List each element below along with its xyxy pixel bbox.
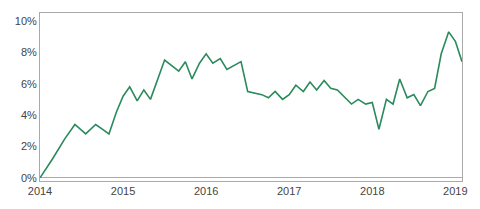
svg-text:8%: 8% xyxy=(21,46,37,58)
svg-text:10%: 10% xyxy=(15,15,37,27)
svg-text:2017: 2017 xyxy=(277,185,301,197)
svg-text:4%: 4% xyxy=(21,109,37,121)
svg-text:6%: 6% xyxy=(21,78,37,90)
svg-text:2018: 2018 xyxy=(360,185,384,197)
svg-text:2015: 2015 xyxy=(111,185,135,197)
svg-text:2016: 2016 xyxy=(194,185,218,197)
svg-text:2%: 2% xyxy=(21,140,37,152)
svg-text:2019: 2019 xyxy=(443,185,467,197)
svg-text:2014: 2014 xyxy=(28,185,52,197)
svg-text:0%: 0% xyxy=(21,172,37,184)
